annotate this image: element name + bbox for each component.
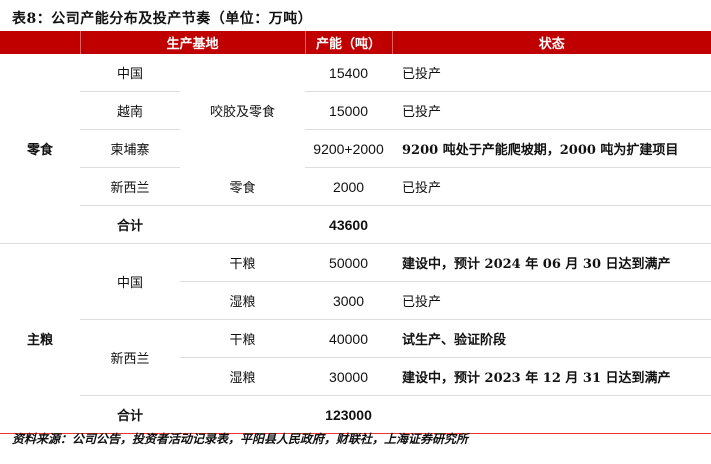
table-row: 柬埔寨 9200+2000 9200 吨处于产能爬坡期，2000 吨为扩建项目 — [0, 129, 711, 168]
capacity-cell: 3000 — [305, 281, 393, 320]
capacity-cell: 40000 — [305, 319, 393, 358]
capacity-table: 生产基地 产能（吨） 状态 零食 中国 咬胶及零食 15400 已投产 越南 1… — [0, 31, 711, 434]
capacity-cell: 9200+2000 — [305, 129, 393, 168]
total-value: 123000 — [305, 395, 393, 434]
product-cell: 湿粮 — [180, 357, 306, 396]
base-cell: 新西兰 — [80, 167, 180, 206]
capacity-cell: 2000 — [305, 167, 393, 206]
table-title: 表8：公司产能分布及投产节奏（单位：万吨） — [12, 11, 313, 27]
base-cell: 越南 — [80, 91, 180, 130]
header-base: 生产基地 — [79, 31, 306, 54]
product-cell: 湿粮 — [180, 281, 306, 320]
product-cell: 零食 — [180, 167, 306, 206]
table-header: 生产基地 产能（吨） 状态 — [0, 31, 711, 54]
table-row: 湿粮 30000 建设中，预计 2023 年 12 月 31 日达到满产 — [0, 357, 711, 396]
status-cell: 已投产 — [392, 54, 711, 92]
category-staple: 主粮 — [0, 243, 80, 434]
table-row: 零食 中国 咬胶及零食 15400 已投产 — [0, 54, 711, 244]
total-row: 合计 123000 — [0, 395, 711, 434]
product-cell: 咬胶及零食 — [210, 105, 276, 121]
total-value: 43600 — [305, 205, 393, 244]
header-status: 状态 — [391, 31, 711, 54]
source-note: 资料来源：公司公告，投资者活动记录表，平阳县人民政府，财联社，上海证券研究所 — [12, 432, 469, 446]
base-cell: 中国 — [80, 243, 180, 320]
product-cell: 干粮 — [180, 319, 306, 358]
table-row: 新西兰 干粮 40000 试生产、验证阶段 — [0, 319, 711, 396]
product-cell: 干粮 — [180, 243, 306, 282]
status-cell: 已投产 — [392, 281, 711, 320]
header-capacity: 产能（吨） — [304, 31, 393, 54]
capacity-cell: 50000 — [305, 243, 393, 282]
table-row: 主粮 中国 干粮 50000 建设中，预计 2024 年 06 月 30 日达到… — [0, 243, 711, 434]
base-cell: 中国 — [80, 54, 180, 92]
base-cell: 新西兰 — [80, 319, 180, 396]
status-cell: 试生产、验证阶段 — [392, 319, 711, 358]
capacity-cell: 15000 — [305, 91, 393, 130]
table-row: 新西兰 零食 2000 已投产 — [0, 167, 711, 206]
capacity-cell: 15400 — [305, 54, 393, 92]
table-row: 越南 15000 已投产 — [0, 91, 711, 130]
category-snack: 零食 — [0, 54, 80, 244]
total-row: 合计 43600 — [0, 205, 711, 244]
status-cell: 已投产 — [392, 167, 711, 206]
status-cell: 建设中，预计 2023 年 12 月 31 日达到满产 — [392, 357, 711, 396]
status-cell: 建设中，预计 2024 年 06 月 30 日达到满产 — [392, 243, 711, 282]
base-cell: 柬埔寨 — [80, 129, 180, 168]
status-cell: 9200 吨处于产能爬坡期，2000 吨为扩建项目 — [392, 129, 711, 168]
table-row: 湿粮 3000 已投产 — [0, 281, 711, 320]
total-label: 合计 — [80, 205, 180, 244]
capacity-cell: 30000 — [305, 357, 393, 396]
status-cell: 已投产 — [392, 91, 711, 130]
total-label: 合计 — [80, 395, 180, 434]
